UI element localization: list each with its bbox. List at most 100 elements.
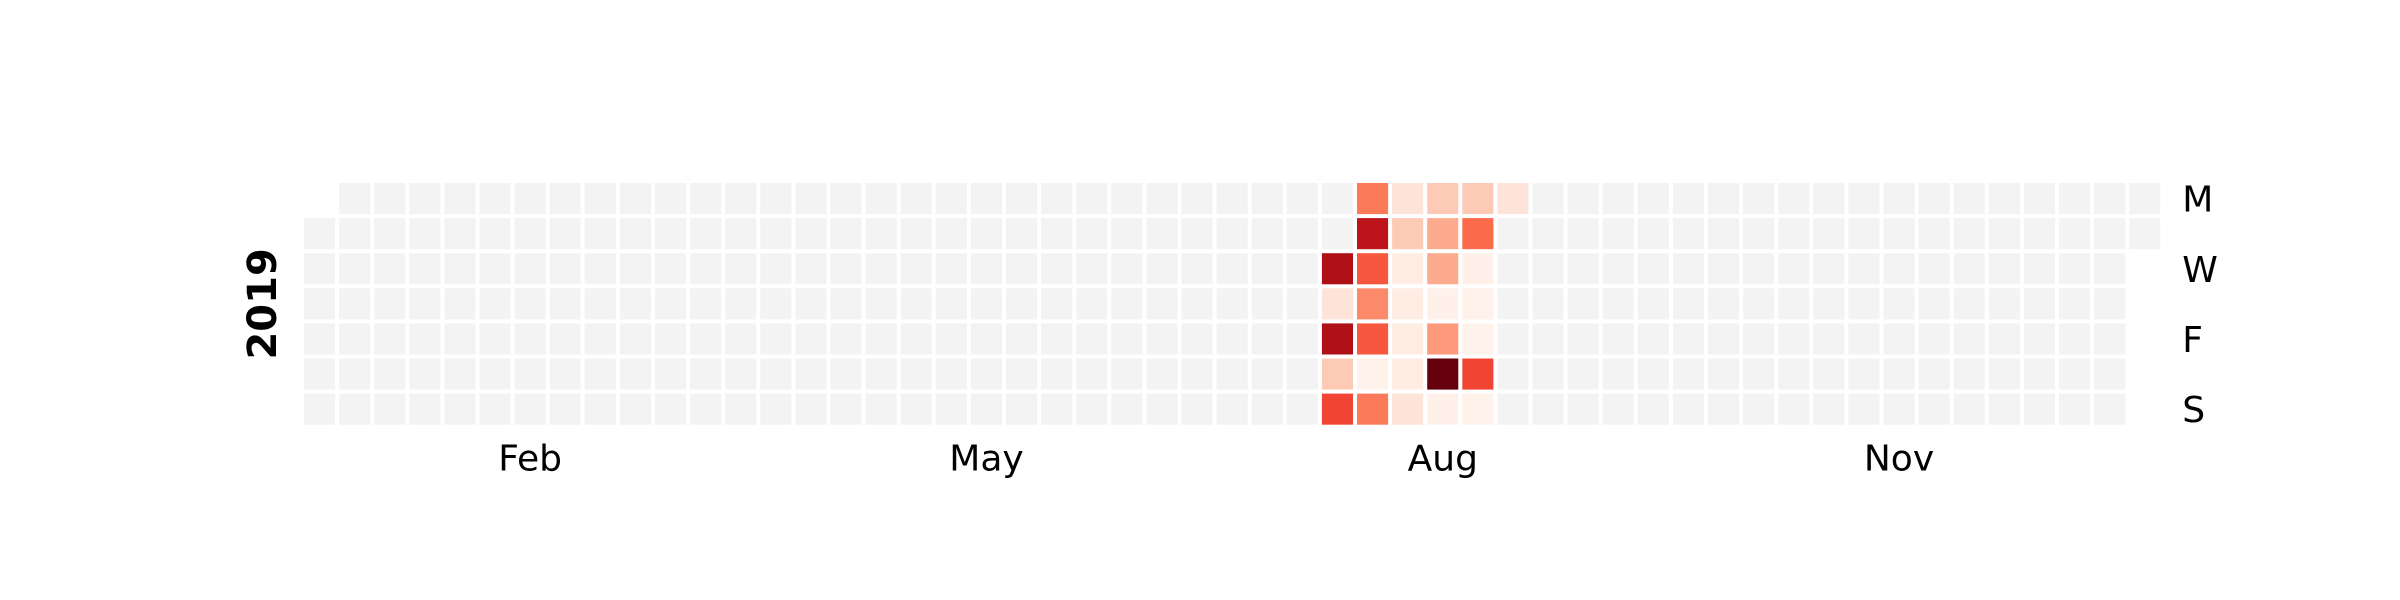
day-cell-2019-04-08 — [795, 183, 827, 215]
day-cell-2019-03-28 — [725, 288, 757, 320]
day-cell-2019-06-28 — [1181, 323, 1213, 355]
day-cell-2019-11-12 — [1883, 218, 1915, 250]
day-cell-2019-09-30 — [1672, 183, 1704, 215]
day-cell-2019-12-18 — [2059, 253, 2091, 285]
day-cell-2019-06-15 — [1111, 358, 1143, 390]
day-cell-2019-09-05 — [1532, 288, 1564, 320]
day-cell-2019-05-07 — [935, 218, 967, 250]
day-cell-2019-06-11 — [1111, 218, 1143, 250]
day-cell-2019-06-19 — [1146, 253, 1178, 285]
day-cell-2019-02-24 — [549, 393, 581, 425]
day-cell-2019-06-27 — [1181, 288, 1213, 320]
day-cell-2019-03-11 — [655, 183, 687, 215]
day-cell-2019-03-27 — [725, 253, 757, 285]
day-cell-2019-02-03 — [444, 393, 476, 425]
day-cell-2019-10-06 — [1672, 393, 1704, 425]
day-cell-2019-03-13 — [655, 253, 687, 285]
day-cell-2019-04-10 — [795, 253, 827, 285]
day-cell-2019-12-31 — [2129, 218, 2161, 250]
day-cell-2019-06-04 — [1076, 218, 1108, 250]
day-cell-2019-08-31 — [1497, 358, 1529, 390]
day-cell-2019-11-28 — [1953, 288, 1985, 320]
day-cell-2019-02-04 — [479, 183, 511, 215]
day-cell-2019-06-30 — [1181, 393, 1213, 425]
day-cell-2019-02-09 — [479, 358, 511, 390]
month-label-aug: Aug — [1408, 439, 1478, 480]
day-cell-2019-09-07 — [1532, 358, 1564, 390]
day-cell-2019-01-27 — [409, 393, 441, 425]
day-cell-2019-05-18 — [970, 358, 1002, 390]
day-cell-2019-05-02 — [900, 288, 932, 320]
day-cell-2019-12-13 — [2023, 323, 2055, 355]
day-cell-2019-04-24 — [865, 253, 897, 285]
day-cell-2019-05-05 — [900, 393, 932, 425]
day-cell-2019-02-11 — [514, 183, 546, 215]
day-cell-2019-12-27 — [2094, 323, 2126, 355]
day-cell-2019-10-20 — [1743, 393, 1775, 425]
day-cell-2019-12-11 — [2023, 253, 2055, 285]
day-cell-2019-03-29 — [725, 323, 757, 355]
day-cell-2019-10-30 — [1813, 253, 1845, 285]
day-cell-2019-07-10 — [1251, 253, 1283, 285]
day-cell-2019-07-09 — [1251, 218, 1283, 250]
day-cell-2019-06-12 — [1111, 253, 1143, 285]
day-cell-2019-12-08 — [1988, 393, 2020, 425]
weekday-label-w: W — [2182, 250, 2218, 291]
day-cell-2019-01-23 — [409, 253, 441, 285]
day-cell-2019-01-10 — [339, 288, 371, 320]
day-cell-2019-07-21 — [1286, 393, 1318, 425]
day-cell-2019-04-12 — [795, 323, 827, 355]
day-cell-2019-06-03 — [1076, 183, 1108, 215]
day-cell-2019-11-22 — [1918, 323, 1950, 355]
day-cell-2019-02-26 — [584, 218, 616, 250]
day-cell-2019-06-14 — [1111, 323, 1143, 355]
day-cell-2019-04-14 — [795, 393, 827, 425]
day-cell-2019-11-01 — [1813, 323, 1845, 355]
day-cell-2019-07-03 — [1216, 253, 1248, 285]
day-cell-2019-03-25 — [725, 183, 757, 215]
day-cell-2019-01-11 — [339, 323, 371, 355]
day-cell-2019-07-27 — [1321, 358, 1353, 390]
day-cell-2019-02-08 — [479, 323, 511, 355]
day-cell-2019-01-05 — [304, 358, 336, 390]
day-cell-2019-10-02 — [1672, 253, 1704, 285]
day-cell-2019-01-31 — [444, 288, 476, 320]
day-cell-2019-08-17 — [1427, 358, 1459, 390]
day-cell-2019-05-01 — [900, 253, 932, 285]
day-cell-2019-04-19 — [830, 323, 862, 355]
day-cell-2019-02-07 — [479, 288, 511, 320]
day-cell-2019-08-08 — [1392, 288, 1424, 320]
day-cell-2019-01-22 — [409, 218, 441, 250]
day-cell-2019-11-02 — [1813, 358, 1845, 390]
day-cell-2019-02-23 — [549, 358, 581, 390]
day-cell-2019-12-29 — [2094, 393, 2126, 425]
day-cell-2019-10-24 — [1778, 288, 1810, 320]
day-cell-2019-09-21 — [1602, 358, 1634, 390]
day-cell-2019-11-16 — [1883, 358, 1915, 390]
day-cell-2019-09-22 — [1602, 393, 1634, 425]
day-cell-2019-02-02 — [444, 358, 476, 390]
day-cell-2019-09-13 — [1567, 323, 1599, 355]
day-cell-2019-07-02 — [1216, 218, 1248, 250]
day-cell-2019-07-20 — [1286, 358, 1318, 390]
day-cell-2019-09-26 — [1637, 288, 1669, 320]
day-cell-2019-09-15 — [1567, 393, 1599, 425]
day-cell-2019-01-13 — [339, 393, 371, 425]
day-cell-2019-09-11 — [1567, 253, 1599, 285]
day-cell-2019-01-02 — [304, 253, 336, 285]
day-cell-2019-06-25 — [1181, 218, 1213, 250]
day-cell-2019-01-09 — [339, 253, 371, 285]
day-cell-2019-07-12 — [1251, 323, 1283, 355]
day-cell-2019-09-28 — [1637, 358, 1669, 390]
day-cell-2019-08-11 — [1392, 393, 1424, 425]
day-cell-2019-01-30 — [444, 253, 476, 285]
day-cell-2019-07-15 — [1286, 183, 1318, 215]
day-cell-2019-04-18 — [830, 288, 862, 320]
day-cell-2019-11-17 — [1883, 393, 1915, 425]
day-cell-2019-10-01 — [1672, 218, 1704, 250]
day-cell-2019-03-17 — [655, 393, 687, 425]
day-cell-2019-03-19 — [690, 218, 722, 250]
day-cell-2019-10-07 — [1708, 183, 1740, 215]
day-cell-2019-08-12 — [1427, 183, 1459, 215]
day-cell-2019-11-30 — [1953, 358, 1985, 390]
